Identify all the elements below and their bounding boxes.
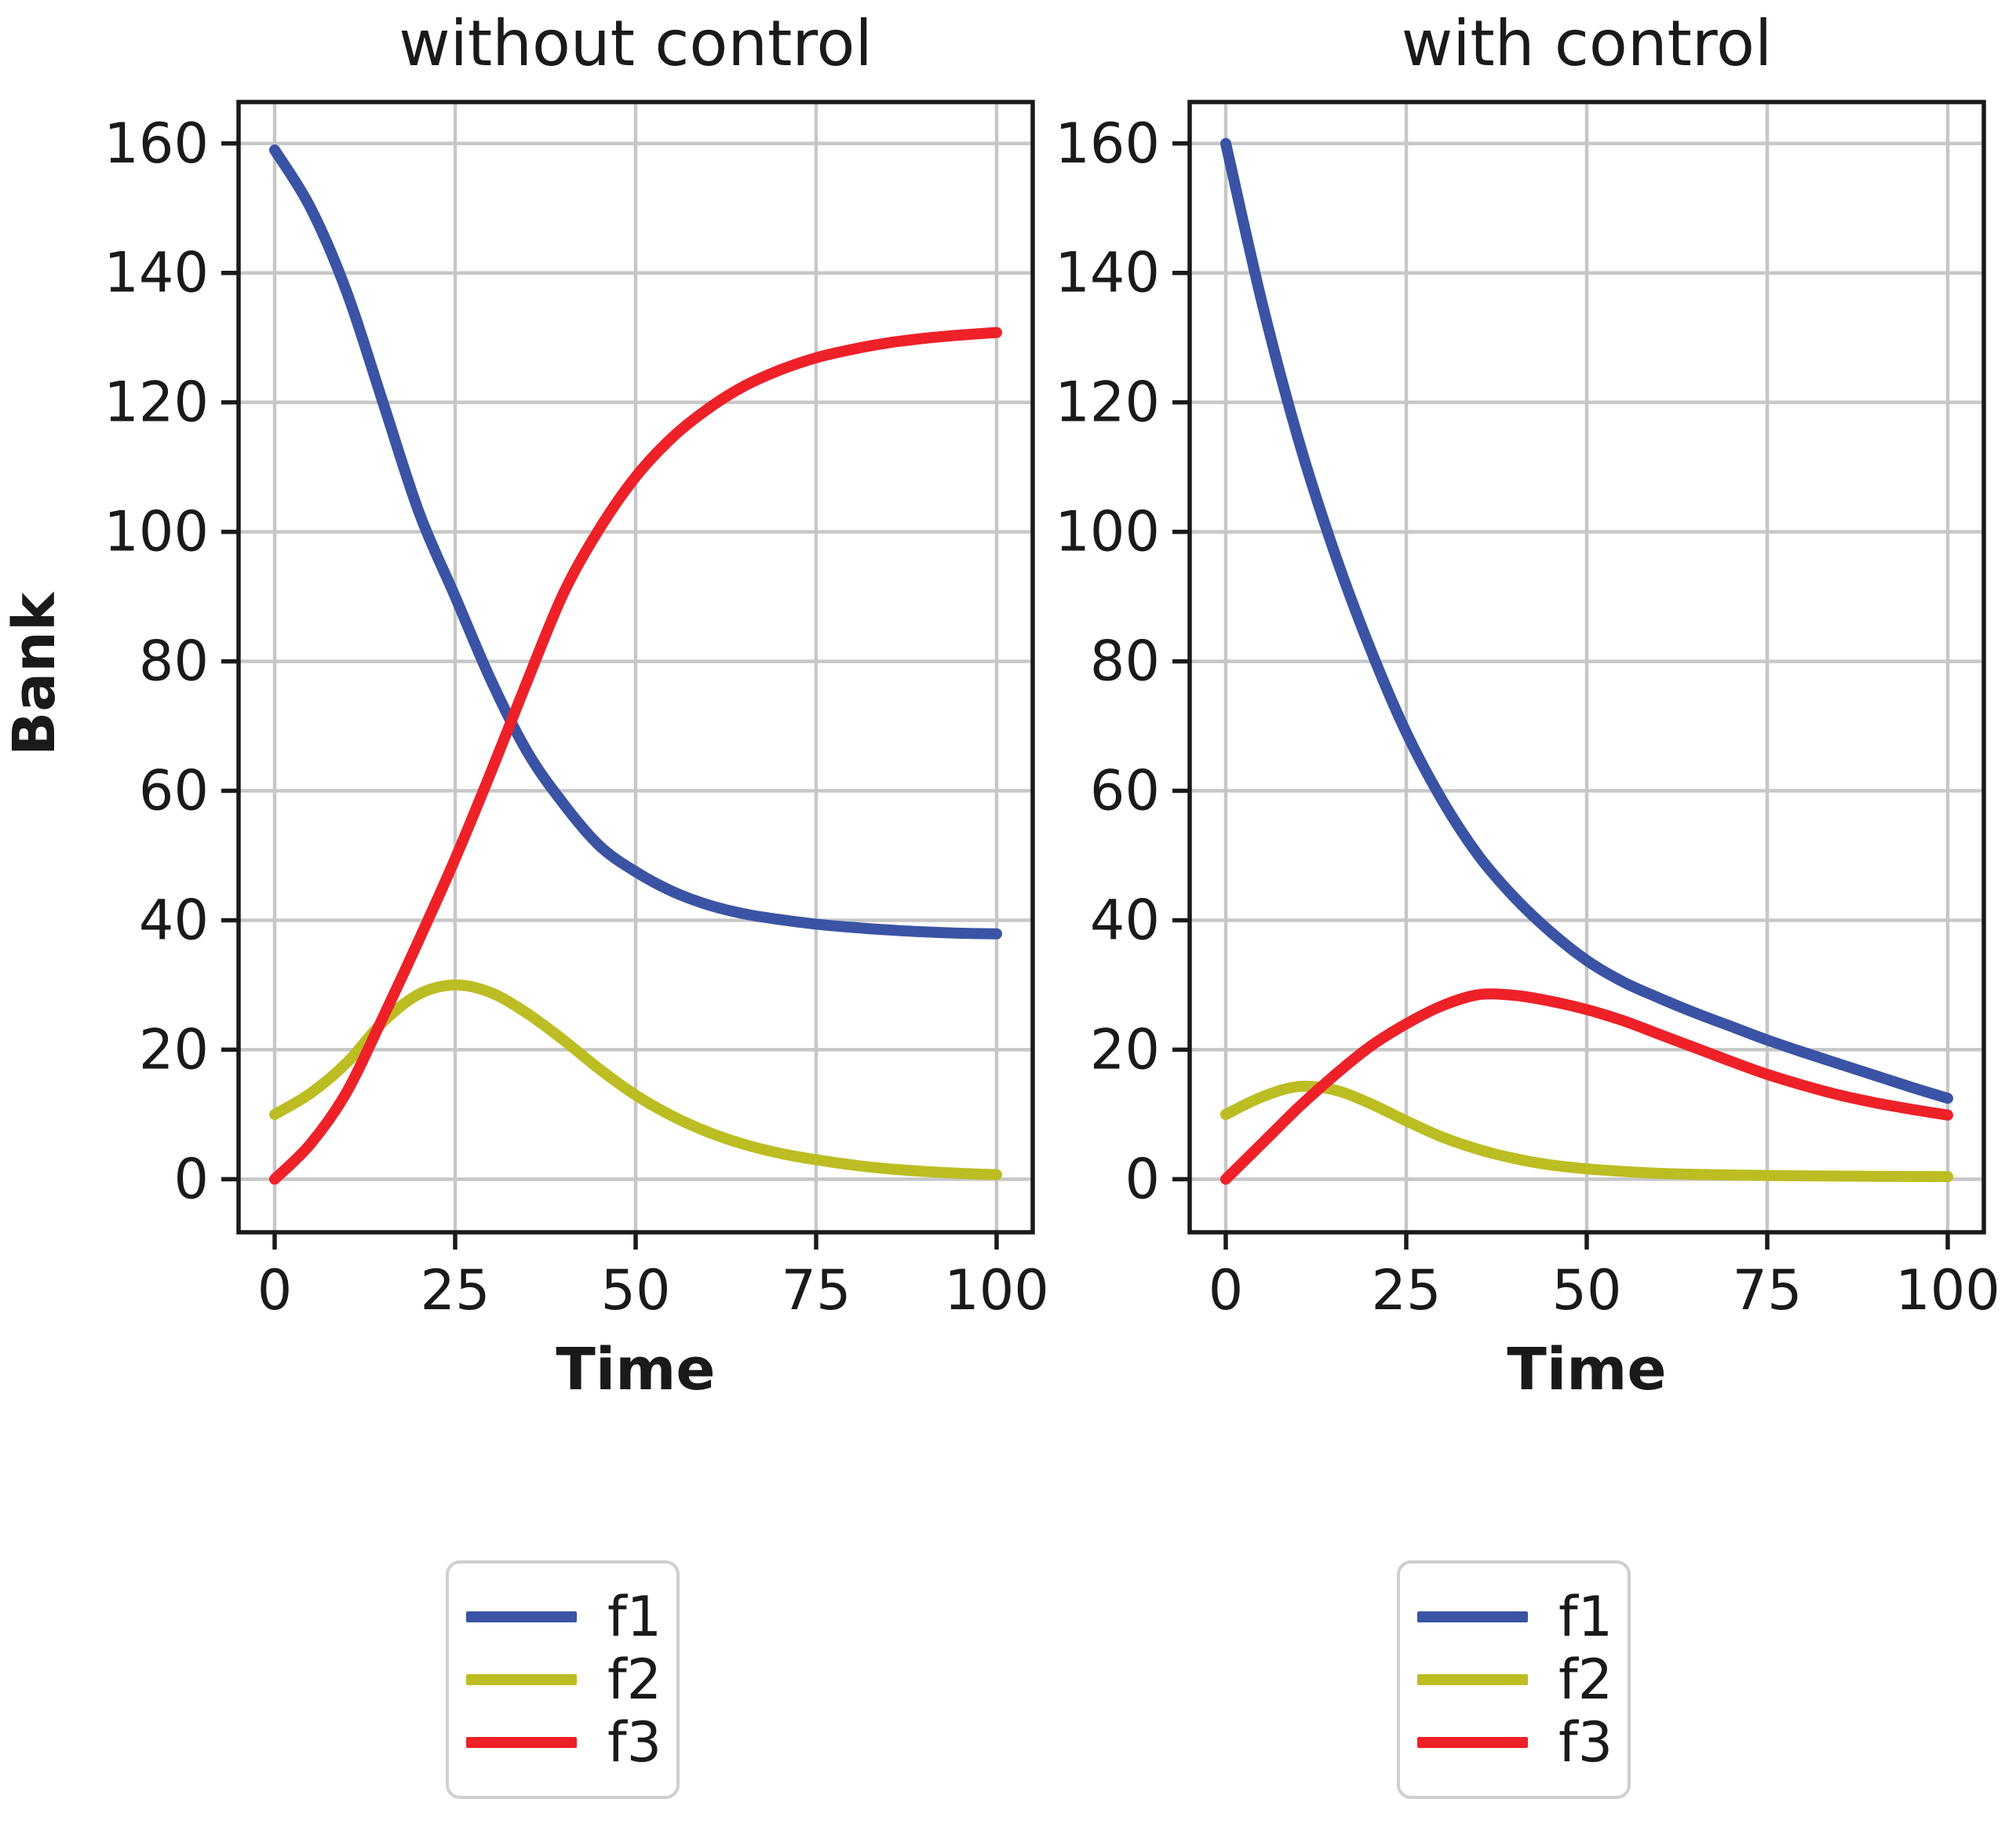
series-line-f1 [269, 144, 1002, 940]
subplot-without-control: without control Bank 0 25 50 75 100 0 20 40 60 80… [1, 7, 1049, 1799]
legend-line-f2 [466, 1674, 577, 1685]
legend-entry: f2 [1400, 1648, 1628, 1711]
legend-label: f3 [607, 1710, 662, 1775]
legend-entry: f3 [1400, 1711, 1628, 1774]
y-tick-label: 140 [104, 241, 209, 305]
x-tick-label: 25 [1371, 1258, 1441, 1323]
legend-entry: f3 [449, 1711, 676, 1774]
legend-label: f3 [1558, 1710, 1613, 1775]
x-tick-label: 0 [257, 1258, 293, 1323]
legend-line-f2 [1417, 1674, 1528, 1685]
legend-label: f1 [1558, 1585, 1613, 1649]
legend-label: f2 [1558, 1647, 1613, 1712]
y-tick-label: 40 [1090, 888, 1160, 952]
y-tick-label: 20 [1090, 1017, 1160, 1082]
legend-line-f1 [466, 1611, 577, 1622]
series-line-f2 [1220, 1080, 1953, 1183]
y-tick-label: 120 [1055, 370, 1160, 435]
subplot-with-control: with control 0 25 50 75 100 0 20 40 60 80 100 120 14… [951, 0, 2016, 1839]
x-tick-label: 50 [600, 1258, 670, 1323]
y-tick-label: 80 [1090, 629, 1160, 694]
x-tick-label: 0 [1209, 1258, 1244, 1323]
x-tick-label: 25 [420, 1258, 490, 1323]
y-tick-label: 140 [1055, 241, 1160, 305]
y-tick-label: 20 [139, 1017, 209, 1082]
series-line-f3 [1220, 988, 1953, 1185]
y-tick-label: 0 [1125, 1147, 1160, 1211]
y-tick-label: 160 [104, 111, 209, 176]
legend-line-f1 [1417, 1611, 1528, 1622]
x-tick-label: 75 [781, 1258, 851, 1323]
x-axis-label: Time [1507, 1336, 1667, 1403]
y-tick-label: 60 [139, 759, 209, 823]
x-axis-label: Time [556, 1336, 716, 1403]
y-tick-label: 120 [104, 370, 209, 435]
legend-entry: f1 [449, 1585, 676, 1648]
plot-area: 0 25 50 75 100 0 20 40 60 80 100 120 140 160 [1055, 100, 2000, 1323]
legend-entry: f2 [449, 1648, 676, 1711]
y-tick-label: 80 [139, 629, 209, 694]
plot-area: 0 25 50 75 100 0 20 40 60 80 100 120 140 160 [104, 100, 1049, 1323]
legend-label: f1 [607, 1585, 662, 1649]
series-line-f1 [1220, 137, 1953, 1104]
y-tick-label: 40 [139, 888, 209, 952]
legend-line-f3 [466, 1737, 577, 1748]
plot-title: without control [399, 7, 873, 80]
y-tick-label: 100 [104, 500, 209, 564]
x-tick-label: 100 [1895, 1258, 2000, 1323]
y-tick-label: 0 [173, 1147, 209, 1211]
legend-label: f2 [607, 1647, 662, 1712]
legend-box: f1 f2 f3 [1397, 1560, 1631, 1799]
legend-line-f3 [1417, 1737, 1528, 1748]
plot-title: with control [1401, 7, 1773, 80]
x-tick-label: 50 [1551, 1258, 1621, 1323]
series-line-f3 [269, 327, 1002, 1185]
y-tick-label: 100 [1055, 500, 1160, 564]
x-tick-label: 75 [1732, 1258, 1802, 1323]
legend-entry: f1 [1400, 1585, 1628, 1648]
y-tick-label: 160 [1055, 111, 1160, 176]
x-tick-label: 100 [944, 1258, 1049, 1323]
legend-box: f1 f2 f3 [446, 1560, 680, 1799]
y-tick-label: 60 [1090, 759, 1160, 823]
